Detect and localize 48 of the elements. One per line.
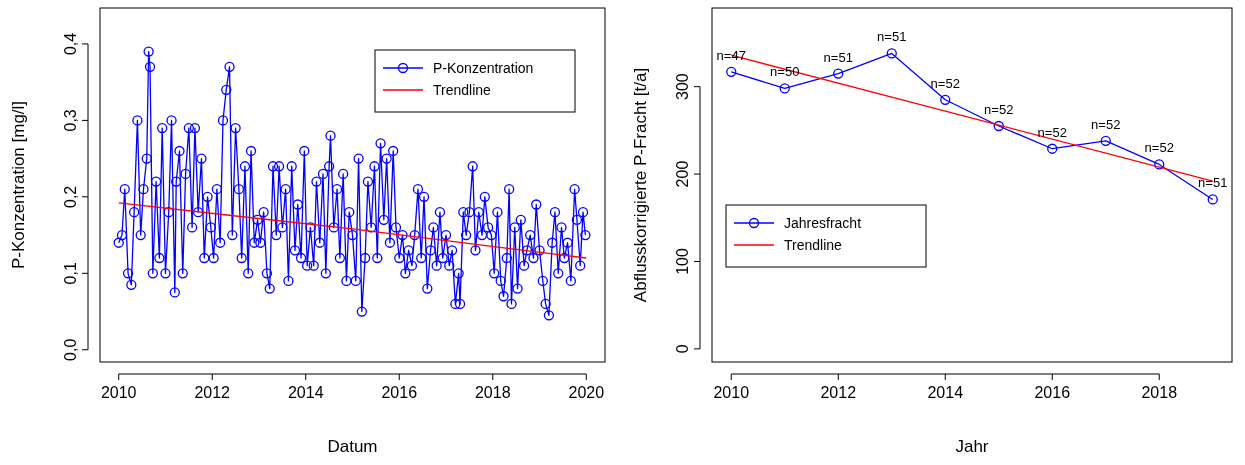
x-tick-label: 2012 [194,384,231,401]
point [1154,159,1165,170]
x-tick-label: 2014 [927,384,964,401]
y-axis-title: Abflusskorrigierte P-Fracht [t/a] [631,67,650,303]
x-tick-label: 2010 [713,384,750,401]
annotation: n=52 [1144,140,1174,156]
point [833,68,844,79]
y-tick-label: 0,1 [62,262,79,285]
annotation: n=51 [823,49,853,65]
point [993,120,1004,132]
annotation: n=47 [716,47,746,63]
annotation: n=51 [1198,175,1228,191]
annotation: n=52 [930,75,960,91]
point [726,66,737,77]
y-tick-label: 300 [674,73,691,101]
annotation: n=52 [1091,116,1121,132]
y-tick-label: 100 [674,248,691,275]
x-tick-label: 2014 [287,384,324,401]
y-tick-label: 0 [674,344,691,354]
point [886,48,897,59]
y-tick-label: 0,2 [62,185,79,208]
annotation: n=52 [984,102,1014,117]
annotation: n=52 [1037,124,1067,140]
annotation: n=50 [770,64,800,80]
x-tick-label: 2016 [1034,384,1071,401]
y-axis-title: P-Konzentration [mg/l] [9,100,28,270]
y-tick-label: 0,4 [62,32,79,56]
point [1047,143,1058,154]
legend-label: Jahresfracht [784,215,862,231]
y-tick-label: 0,3 [62,109,79,132]
point [940,94,951,105]
x-tick-label: 2016 [381,384,418,401]
x-axis-title: Jahr [955,437,989,456]
point [779,83,790,94]
legend-label: P-Konzentration [433,60,534,76]
x-tick-label: 2020 [568,384,605,401]
y-tick-label: 200 [674,160,691,188]
point [1207,194,1218,205]
x-tick-label: 2018 [1141,384,1178,401]
x-axis-title: Datum [327,437,378,456]
point [1100,135,1111,147]
x-tick-label: 2010 [100,384,137,401]
annotation: n=51 [877,29,907,45]
legend-label: Trendline [784,237,843,253]
x-tick-label: 2012 [820,384,857,401]
x-tick-label: 2018 [474,384,511,401]
legend-label: Trendline [433,82,492,98]
y-tick-label: 0,0 [62,338,79,361]
